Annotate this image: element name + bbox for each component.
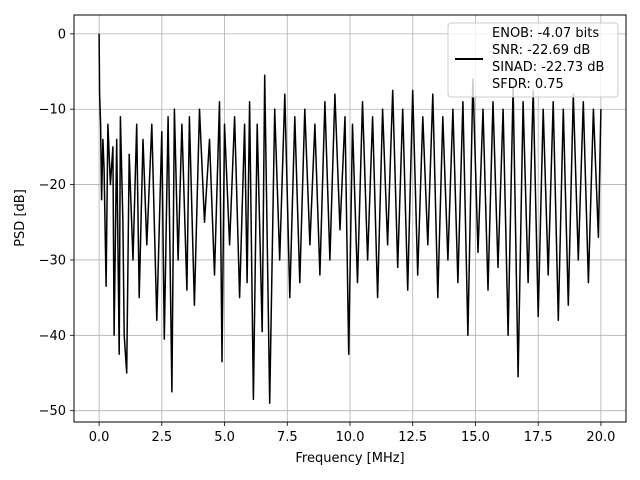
series-group xyxy=(98,33,602,404)
y-tick-label: −40 xyxy=(39,329,66,344)
psd-series-line xyxy=(98,33,602,404)
x-tick-label: 7.5 xyxy=(277,430,298,445)
legend-line-sfdr: SFDR: 0.75 xyxy=(492,77,564,92)
legend: ENOB: -4.07 bits SNR: -22.69 dB SINAD: -… xyxy=(447,22,619,98)
x-tick-label: 17.5 xyxy=(524,430,553,445)
legend-line-snr: SNR: -22.69 dB xyxy=(492,43,590,58)
tick-group: 0.0 2.5 5.0 7.5 10.0 12.5 15.0 17.5 20.0 0 −10 −20 −… xyxy=(39,27,616,445)
x-tick-label: 5.0 xyxy=(214,430,235,445)
legend-box xyxy=(447,22,619,98)
legend-line-enob: ENOB: -4.07 bits xyxy=(492,26,599,41)
legend-line-sinad: SINAD: -22.73 dB xyxy=(492,60,604,75)
y-tick-label: −20 xyxy=(39,178,66,193)
x-tick-label: 20.0 xyxy=(586,430,615,445)
y-tick-label: 0 xyxy=(58,27,66,42)
y-tick-label: −50 xyxy=(39,404,66,419)
x-axis-label: Frequency [MHz] xyxy=(295,451,404,466)
x-tick-label: 0.0 xyxy=(89,430,110,445)
x-tick-label: 15.0 xyxy=(461,430,490,445)
y-tick-label: −10 xyxy=(39,103,66,118)
y-axis-label: PSD [dB] xyxy=(13,189,28,247)
x-tick-label: 10.0 xyxy=(336,430,365,445)
x-tick-label: 12.5 xyxy=(398,430,427,445)
y-tick-label: −30 xyxy=(39,253,66,268)
x-tick-label: 2.5 xyxy=(151,430,172,445)
